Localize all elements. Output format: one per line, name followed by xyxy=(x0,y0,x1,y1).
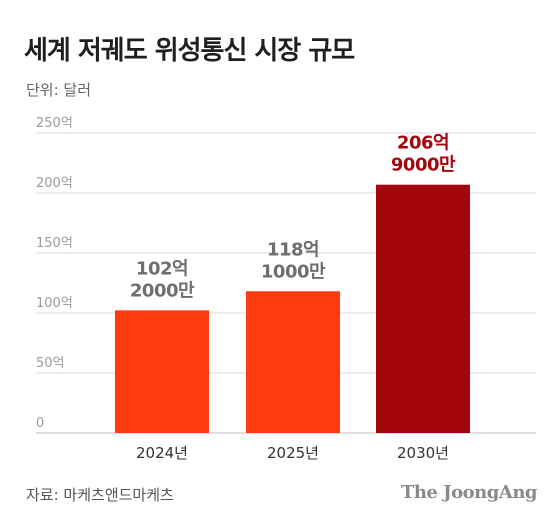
x-tick-label: 2024년 xyxy=(136,444,188,462)
bar xyxy=(115,310,209,433)
data-label: 102억 xyxy=(136,258,188,279)
data-label: 9000만 xyxy=(391,155,456,176)
y-tick-label: 100억 xyxy=(36,296,73,311)
brand-logo: The JoongAng xyxy=(400,482,538,503)
chart-title: 세계 저궤도 위성통신 시장 규모 xyxy=(24,36,355,66)
data-label: 1000만 xyxy=(261,261,326,282)
y-tick-label: 0 xyxy=(36,416,44,431)
y-tick-label: 250억 xyxy=(36,116,73,131)
y-tick-label: 150억 xyxy=(36,236,73,251)
unit-label: 단위: 달러 xyxy=(26,81,92,99)
source-note: 자료: 마케츠앤드마케츠 xyxy=(26,486,174,504)
data-label: 2000만 xyxy=(130,280,195,301)
data-label: 118억 xyxy=(267,239,319,260)
data-label: 206억 xyxy=(397,133,449,154)
x-tick-label: 2030년 xyxy=(397,444,449,462)
y-tick-label: 50억 xyxy=(36,356,65,371)
bar xyxy=(376,184,470,433)
x-tick-label: 2025년 xyxy=(267,444,319,462)
y-tick-label: 200억 xyxy=(36,176,73,191)
bar xyxy=(246,291,340,433)
